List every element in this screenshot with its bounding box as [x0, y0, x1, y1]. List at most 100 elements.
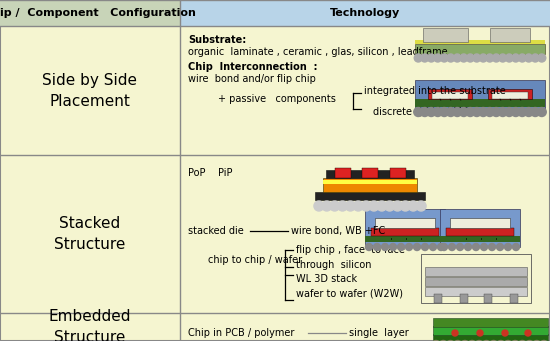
Bar	[425, 277, 527, 286]
Bar	[365, 236, 445, 242]
Circle shape	[440, 107, 449, 117]
Circle shape	[414, 107, 423, 117]
Bar	[323, 178, 417, 192]
Circle shape	[502, 330, 508, 336]
Circle shape	[518, 54, 526, 62]
Bar	[488, 89, 532, 99]
Circle shape	[366, 243, 372, 251]
Bar	[490, 28, 530, 42]
Circle shape	[472, 107, 481, 117]
Circle shape	[322, 201, 332, 211]
Bar	[450, 218, 510, 228]
Bar	[432, 318, 547, 327]
Text: Chip in PCB / polymer: Chip in PCB / polymer	[188, 328, 294, 338]
Circle shape	[465, 243, 471, 251]
Bar	[365, 209, 445, 247]
Circle shape	[421, 54, 429, 62]
Circle shape	[485, 107, 494, 117]
Bar	[315, 192, 425, 200]
Circle shape	[400, 201, 410, 211]
Bar	[432, 334, 547, 341]
Circle shape	[473, 54, 481, 62]
Circle shape	[447, 54, 455, 62]
Circle shape	[505, 54, 513, 62]
Circle shape	[492, 54, 500, 62]
Circle shape	[389, 243, 397, 251]
Bar	[326, 170, 414, 178]
Circle shape	[433, 107, 442, 117]
Bar	[415, 80, 545, 112]
Text: Side by Side
Placement: Side by Side Placement	[42, 73, 138, 108]
Circle shape	[499, 54, 507, 62]
Circle shape	[314, 201, 324, 211]
Circle shape	[538, 54, 546, 62]
Circle shape	[393, 201, 403, 211]
Circle shape	[434, 54, 442, 62]
Circle shape	[398, 243, 404, 251]
Circle shape	[513, 243, 520, 251]
Circle shape	[414, 243, 421, 251]
Circle shape	[459, 107, 468, 117]
Circle shape	[382, 243, 388, 251]
Circle shape	[488, 243, 496, 251]
Circle shape	[329, 201, 340, 211]
Circle shape	[525, 54, 533, 62]
Circle shape	[492, 107, 500, 117]
Circle shape	[420, 107, 429, 117]
Circle shape	[452, 330, 458, 336]
Bar	[415, 99, 545, 107]
Text: flip chip , face  to face: flip chip , face to face	[296, 245, 405, 255]
Circle shape	[353, 201, 363, 211]
Circle shape	[518, 107, 527, 117]
Bar	[440, 236, 520, 242]
Text: + passive   components: + passive components	[218, 94, 336, 104]
Circle shape	[361, 201, 371, 211]
Circle shape	[481, 243, 487, 251]
Circle shape	[427, 107, 436, 117]
Bar	[484, 294, 492, 303]
Circle shape	[405, 243, 412, 251]
Bar	[375, 218, 435, 228]
Circle shape	[446, 107, 455, 117]
Bar	[371, 228, 439, 236]
Circle shape	[427, 54, 435, 62]
Circle shape	[472, 243, 480, 251]
Circle shape	[384, 201, 395, 211]
Circle shape	[466, 54, 474, 62]
Circle shape	[466, 107, 475, 117]
Text: Chip /  Component   Configuration: Chip / Component Configuration	[0, 8, 196, 18]
Bar	[422, 28, 468, 42]
Circle shape	[512, 54, 520, 62]
Text: Stacked
Structure: Stacked Structure	[54, 216, 126, 252]
Circle shape	[497, 243, 503, 251]
Bar	[440, 209, 520, 247]
Circle shape	[456, 243, 464, 251]
Bar	[415, 40, 545, 44]
Bar	[389, 168, 405, 178]
Bar	[415, 44, 545, 54]
Text: Chip  Interconnection  :: Chip Interconnection :	[188, 62, 317, 72]
Circle shape	[448, 243, 455, 251]
Circle shape	[460, 54, 467, 62]
Text: PoP    PiP: PoP PiP	[188, 168, 233, 178]
Bar	[492, 92, 528, 99]
Bar	[432, 92, 468, 99]
Circle shape	[531, 107, 540, 117]
Text: integrated into the substrate: integrated into the substrate	[364, 86, 506, 96]
Text: wafer to wafer (W2W): wafer to wafer (W2W)	[296, 288, 403, 298]
Text: Substrate:: Substrate:	[188, 35, 246, 45]
Text: Technology: Technology	[330, 8, 400, 18]
Circle shape	[377, 201, 387, 211]
Text: wire bond, WB +FC: wire bond, WB +FC	[291, 226, 385, 236]
Circle shape	[498, 107, 507, 117]
Circle shape	[430, 243, 437, 251]
Circle shape	[441, 243, 448, 251]
Circle shape	[338, 201, 348, 211]
Bar	[0, 0, 180, 26]
Circle shape	[373, 243, 381, 251]
Bar	[323, 180, 417, 184]
Bar	[180, 0, 550, 26]
Circle shape	[477, 330, 483, 336]
Bar	[434, 294, 442, 303]
Bar	[334, 168, 350, 178]
